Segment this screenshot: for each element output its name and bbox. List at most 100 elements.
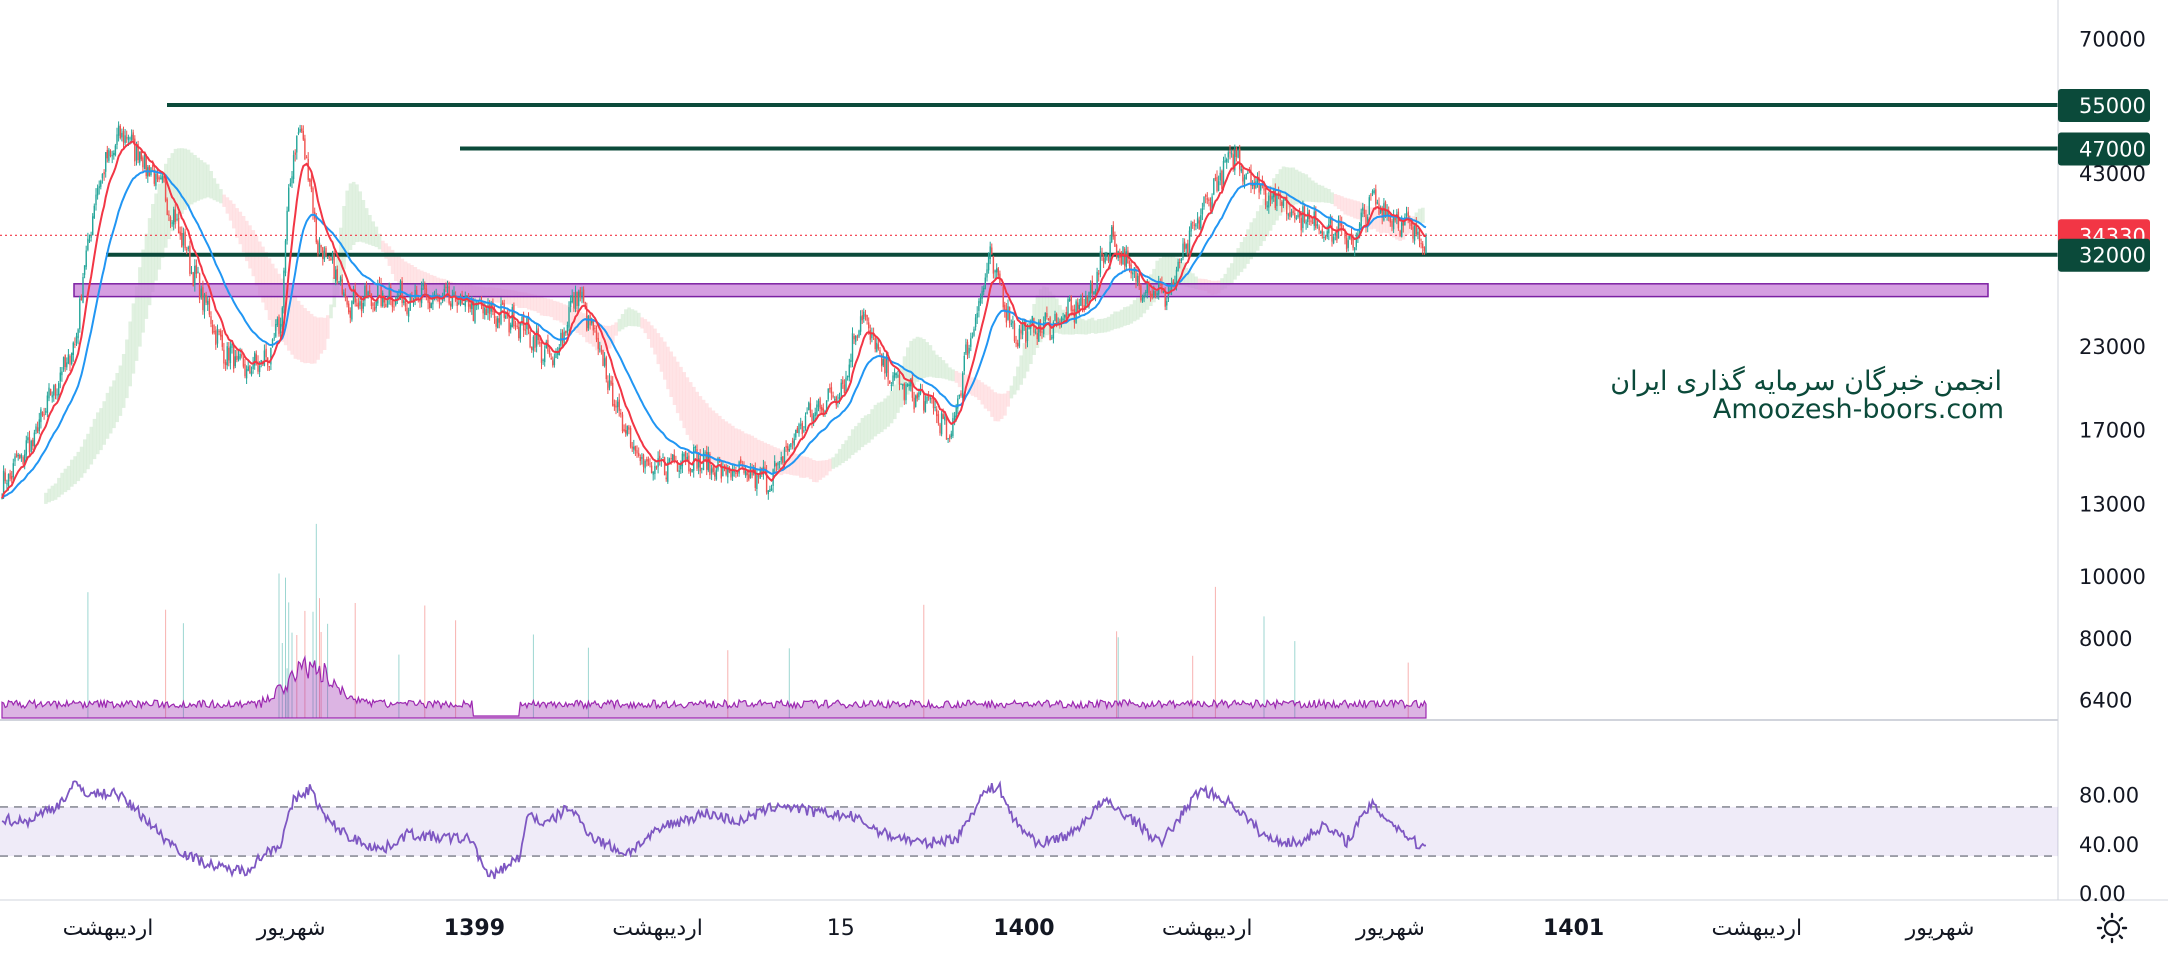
candle-body xyxy=(996,268,998,273)
candle-body xyxy=(1412,226,1414,239)
candle-body xyxy=(1318,226,1320,231)
candle-body xyxy=(545,341,547,349)
cloud-segment xyxy=(1084,320,1088,335)
cloud-segment xyxy=(987,386,991,412)
cloud-segment xyxy=(1093,320,1098,334)
cloud-segment xyxy=(1249,222,1253,260)
cloud-segment xyxy=(1161,256,1166,292)
candle-body xyxy=(132,132,134,140)
candle-body xyxy=(1046,313,1048,318)
time-axis[interactable]: اردیبهشت شهریور 1399 اردیبهشت 15 1400 اردیبهشت… xyxy=(63,916,1975,941)
candle-body xyxy=(945,416,948,440)
candle-body xyxy=(30,440,32,452)
cloud-segment xyxy=(358,191,362,242)
cloud-segment xyxy=(821,460,826,478)
candle-body xyxy=(809,403,812,413)
candle-body xyxy=(1107,255,1110,262)
candle-body xyxy=(19,454,21,459)
candle-body xyxy=(90,236,92,238)
candle-body xyxy=(613,404,616,407)
candle-body xyxy=(1305,221,1307,225)
candle-body xyxy=(1010,323,1012,325)
candle-body xyxy=(1195,224,1197,227)
candle-body xyxy=(32,440,34,447)
rsi-pane[interactable] xyxy=(0,780,2058,880)
candle-body xyxy=(561,332,564,342)
settings-gear-icon[interactable] xyxy=(2096,912,2128,944)
candle-body xyxy=(1136,275,1139,283)
candle-body xyxy=(458,302,460,304)
candle-body xyxy=(338,281,340,283)
candle-body xyxy=(268,366,270,368)
candle-body xyxy=(979,297,982,304)
candle-body xyxy=(600,350,603,352)
time-tick-label: 15 xyxy=(827,916,855,941)
candle-body xyxy=(1135,269,1137,282)
candle-body xyxy=(991,247,993,255)
candle-body xyxy=(1148,282,1150,294)
cloud-segment xyxy=(795,454,800,476)
cloud-segment xyxy=(614,322,618,336)
price-axis[interactable]: 7000055000470004300034330320002300017000… xyxy=(2058,27,2150,713)
candle-body xyxy=(1401,222,1403,237)
cloud-segment xyxy=(708,407,712,463)
candle-body xyxy=(424,284,426,289)
cloud-segment xyxy=(1239,242,1244,273)
rsi-tick-label: 80.00 xyxy=(2079,784,2139,808)
price-tag-label: 32000 xyxy=(2079,244,2146,268)
candle-body xyxy=(466,295,468,297)
cloud-segment xyxy=(202,162,207,199)
cloud-segment xyxy=(948,367,952,381)
candle-body xyxy=(881,354,883,367)
candle-body xyxy=(829,388,831,390)
cloud-segment xyxy=(747,434,751,466)
cloud-segment xyxy=(361,200,366,243)
candle-body xyxy=(825,400,828,412)
cloud-segment xyxy=(763,442,767,471)
candle-body xyxy=(1410,222,1413,226)
candle-body xyxy=(469,304,471,309)
cloud-segment xyxy=(1330,192,1334,204)
candle-body xyxy=(634,445,637,451)
cloud-segment xyxy=(1343,197,1347,215)
candle-body xyxy=(730,471,732,478)
candle-body xyxy=(765,470,768,493)
candle-body xyxy=(940,413,943,435)
candle-body xyxy=(842,380,844,385)
candle-body xyxy=(1111,227,1113,243)
candle-body xyxy=(757,475,760,478)
cloud-segment xyxy=(1327,189,1331,203)
candle-body xyxy=(1065,312,1067,320)
candle-body xyxy=(218,331,220,333)
candle-body xyxy=(662,457,664,459)
candle-body xyxy=(64,355,66,367)
candle-body xyxy=(1085,296,1087,308)
cloud-segment xyxy=(682,372,686,429)
candle-body xyxy=(681,453,684,467)
rsi-axis[interactable]: 80.00 40.00 0.00 xyxy=(2079,784,2139,906)
cloud-segment xyxy=(993,392,997,422)
cloud-segment xyxy=(834,453,839,468)
price-tick-label: 43000 xyxy=(2079,162,2146,186)
candle-body xyxy=(1302,206,1304,228)
cloud-segment xyxy=(413,267,418,298)
candle-body xyxy=(684,451,687,462)
candle-body xyxy=(335,269,337,282)
cloud-segment xyxy=(1333,194,1338,207)
candle-body xyxy=(650,465,653,473)
candle-body xyxy=(503,303,505,318)
candle-body xyxy=(628,426,630,430)
candle-body xyxy=(498,318,500,323)
cloud-segment xyxy=(1003,393,1007,416)
candle-body xyxy=(811,413,813,422)
candle-body xyxy=(926,396,928,402)
candle-body xyxy=(1237,150,1239,158)
cloud-segment xyxy=(316,317,320,360)
cloud-segment xyxy=(1165,255,1169,290)
candle-body xyxy=(934,407,936,408)
candle-body xyxy=(697,458,700,468)
candle-body xyxy=(720,463,722,479)
candle-body xyxy=(1273,191,1275,198)
candle-body xyxy=(1013,323,1016,342)
